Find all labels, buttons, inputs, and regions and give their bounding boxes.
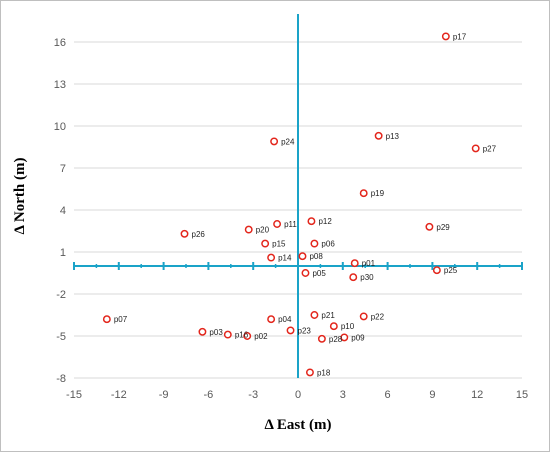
data-label: p06 <box>321 240 335 249</box>
y-tick-label: 10 <box>54 121 66 133</box>
x-tick-label: -9 <box>159 389 169 401</box>
data-label: p09 <box>351 333 365 342</box>
x-axis-title: Δ East (m) <box>265 417 332 433</box>
y-tick-label: -8 <box>56 373 66 385</box>
data-point <box>286 326 295 335</box>
data-label: p18 <box>317 368 331 377</box>
y-tick-label: -2 <box>56 289 66 301</box>
data-label: p20 <box>256 226 270 235</box>
data-label: p27 <box>483 144 497 153</box>
data-label: p30 <box>360 273 374 282</box>
data-label: p25 <box>444 266 458 275</box>
data-label: p28 <box>329 335 343 344</box>
y-axis-title: Δ North (m) <box>12 158 28 235</box>
data-label: p05 <box>312 269 326 278</box>
x-tick-label: 3 <box>340 389 346 401</box>
data-label: p16 <box>235 331 249 340</box>
data-point <box>267 253 276 262</box>
y-tick-label: -5 <box>56 331 66 343</box>
data-point <box>310 239 319 248</box>
data-label: p21 <box>321 311 335 320</box>
data-label: p01 <box>362 259 376 268</box>
data-points: p01 p02 p03 p04 p05 p06 p07 p08 p09 p10 p11 p12 p13 p… <box>102 32 497 377</box>
data-point <box>471 144 480 153</box>
data-label: p17 <box>453 32 467 41</box>
x-tick-label: 9 <box>429 389 435 401</box>
x-tick-label: -15 <box>66 389 82 401</box>
data-point <box>298 252 307 261</box>
y-tick-label: 4 <box>60 205 66 217</box>
data-point <box>441 32 450 41</box>
x-tick-label: -12 <box>111 389 127 401</box>
data-point <box>350 259 359 268</box>
data-point <box>359 312 368 321</box>
data-label: p03 <box>209 328 223 337</box>
data-point <box>310 311 319 319</box>
data-point <box>305 368 314 377</box>
data-label: p26 <box>192 230 206 239</box>
x-tick-label: 15 <box>516 389 528 401</box>
y-tick-label: 16 <box>54 37 66 49</box>
data-point <box>244 225 253 234</box>
data-label: p22 <box>371 312 385 321</box>
data-label: p12 <box>318 217 332 226</box>
data-point <box>374 131 383 140</box>
x-tick-label: -6 <box>204 389 214 401</box>
data-label: p08 <box>309 252 323 261</box>
data-point <box>102 315 111 324</box>
data-label: p29 <box>436 223 450 232</box>
y-tick-label: 1 <box>60 247 66 259</box>
x-tick-label: 6 <box>385 389 391 401</box>
axes <box>73 14 523 378</box>
data-point <box>425 222 434 231</box>
data-label: p14 <box>278 254 292 263</box>
data-point <box>340 333 349 342</box>
data-label: p07 <box>114 315 128 324</box>
data-point <box>317 334 326 343</box>
data-point <box>243 332 252 340</box>
data-label: p15 <box>272 240 286 249</box>
x-tick-label: 12 <box>471 389 483 401</box>
data-point <box>198 327 207 336</box>
y-tick-label: 7 <box>60 163 66 175</box>
data-point <box>307 217 316 226</box>
data-point <box>261 239 270 248</box>
data-point <box>301 269 310 277</box>
data-label: p11 <box>284 220 297 229</box>
data-label: p10 <box>341 322 355 331</box>
y-tick-label: 13 <box>54 79 66 91</box>
data-label: p02 <box>254 332 268 341</box>
data-point <box>273 220 282 228</box>
data-point <box>267 315 276 324</box>
data-point <box>359 189 368 198</box>
data-point <box>180 229 189 238</box>
data-point <box>329 322 338 331</box>
data-point <box>223 330 232 339</box>
data-label: p04 <box>278 315 292 324</box>
tick-labels: -8 -5 -2 1 4 7 10 13 16 -15 -12 -9 -6 -3 0 3 6 9 12 15 <box>54 37 528 401</box>
x-tick-label: 0 <box>295 389 301 401</box>
data-point <box>349 273 358 282</box>
data-label: p13 <box>386 132 400 141</box>
x-tick-label: -3 <box>248 389 258 401</box>
data-point <box>432 266 441 275</box>
data-label: p24 <box>281 137 295 146</box>
data-label: p23 <box>298 326 312 335</box>
data-label: p19 <box>371 189 385 198</box>
data-point <box>270 137 279 146</box>
